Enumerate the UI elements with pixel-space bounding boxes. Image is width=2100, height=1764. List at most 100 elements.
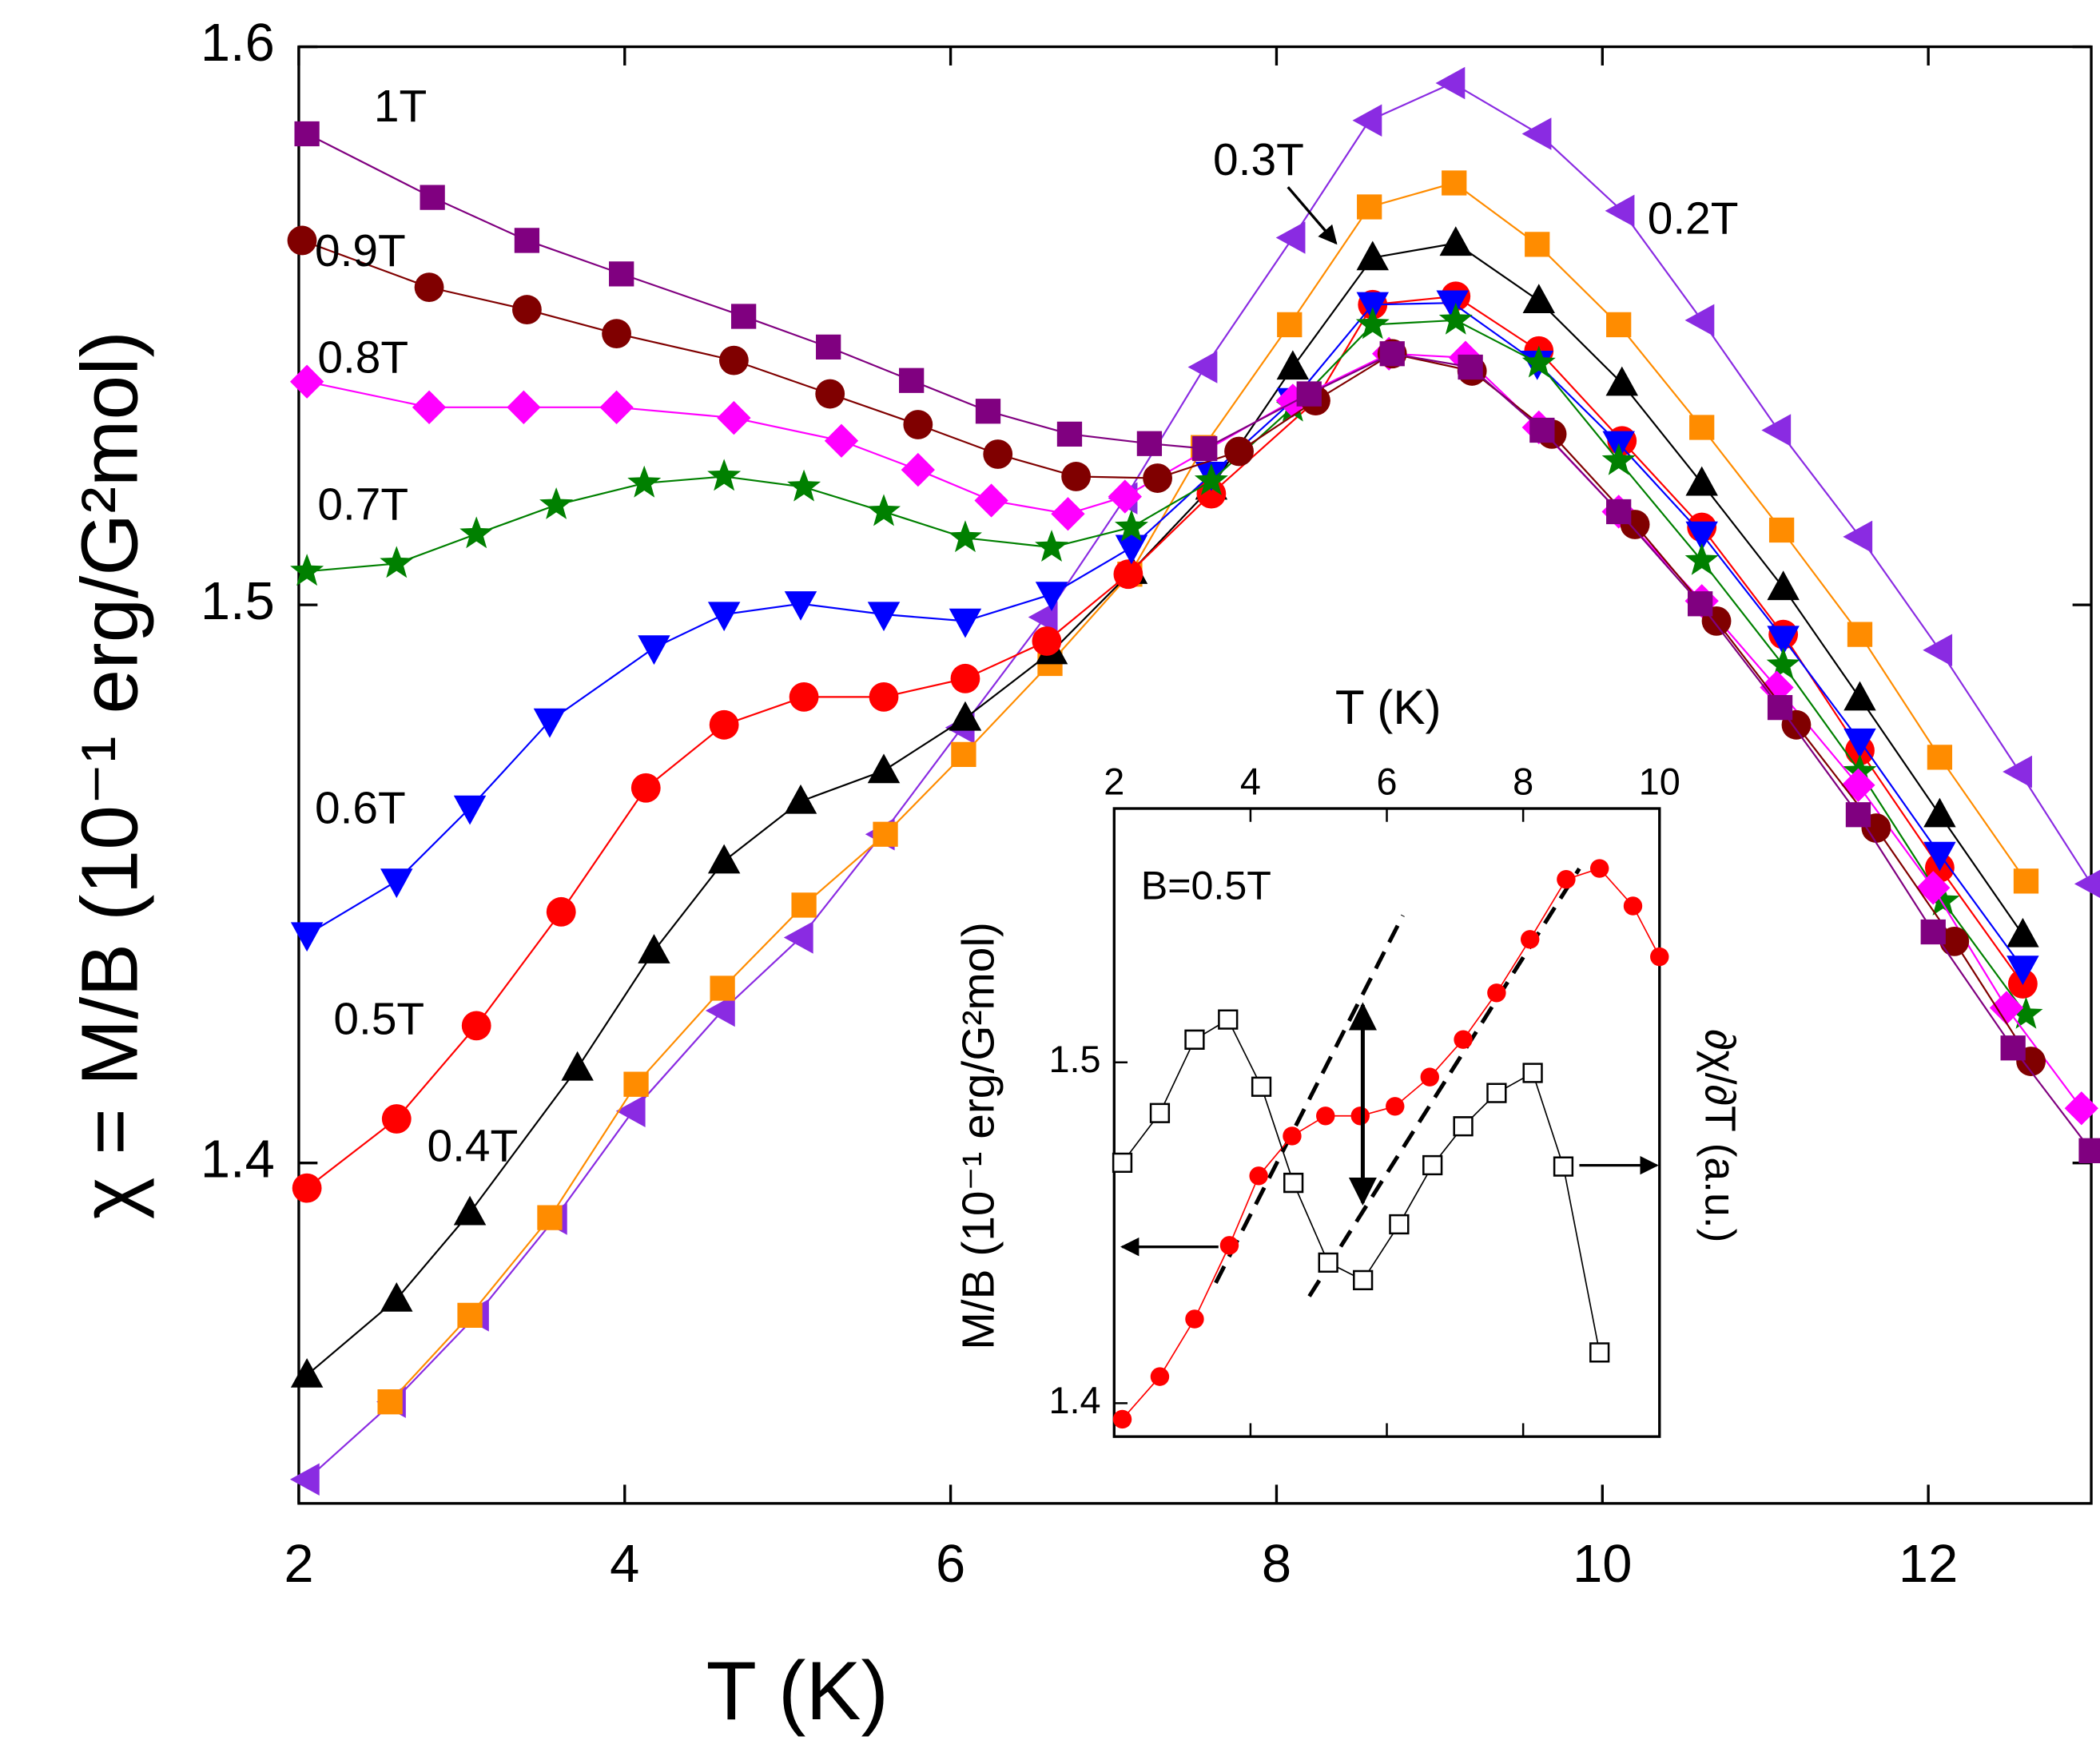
data-point xyxy=(1521,345,1556,378)
data-point xyxy=(1136,431,1163,456)
data-point xyxy=(507,390,541,424)
data-point xyxy=(420,185,445,210)
data-point xyxy=(1150,1367,1170,1386)
series-label: 1T xyxy=(374,81,427,132)
y-tick-label: 1.4 xyxy=(201,1129,275,1189)
data-point xyxy=(414,272,444,303)
data-point xyxy=(789,681,819,712)
data-point xyxy=(1768,517,1795,543)
data-point xyxy=(1589,859,1609,878)
data-point xyxy=(1356,292,1390,322)
data-point xyxy=(1219,1236,1239,1255)
data-point xyxy=(2007,956,2039,986)
data-point xyxy=(949,701,982,731)
data-point xyxy=(791,892,817,918)
data-point xyxy=(1185,1309,1204,1329)
data-point xyxy=(1283,1172,1304,1194)
data-point xyxy=(784,784,817,814)
data-point xyxy=(630,773,661,803)
data-point xyxy=(381,1104,412,1134)
data-point xyxy=(1522,284,1556,314)
data-point xyxy=(638,635,670,665)
inset-x-label: T (K) xyxy=(1335,680,1442,734)
data-point xyxy=(1061,462,1092,491)
data-point xyxy=(869,681,899,712)
data-point xyxy=(1112,1409,1132,1429)
data-point xyxy=(412,390,447,424)
data-point xyxy=(2064,1091,2098,1126)
data-point xyxy=(1843,728,1876,758)
data-point xyxy=(1296,381,1322,407)
data-point xyxy=(1521,117,1552,150)
data-point xyxy=(1650,947,1669,967)
data-point xyxy=(609,261,634,287)
data-point xyxy=(539,487,574,519)
data-point xyxy=(824,423,859,458)
data-point xyxy=(1522,1063,1543,1083)
data-point xyxy=(294,121,320,147)
data-point xyxy=(718,345,749,375)
data-point xyxy=(1767,695,1793,721)
data-point xyxy=(950,663,980,693)
data-point xyxy=(899,368,925,393)
data-point xyxy=(1939,926,1970,956)
data-point xyxy=(1149,1102,1171,1123)
data-point xyxy=(377,1389,403,1415)
inset-y-tick-label: 1.4 xyxy=(1048,1380,1100,1421)
inset-annotation: B=0.5T xyxy=(1141,864,1271,908)
data-point xyxy=(1277,312,1303,338)
data-point xyxy=(289,1463,320,1496)
data-point xyxy=(2007,917,2039,948)
data-point xyxy=(707,602,741,632)
data-point xyxy=(1767,570,1800,601)
data-point xyxy=(1689,415,1715,440)
data-point xyxy=(867,753,901,784)
data-point xyxy=(615,1095,646,1127)
data-point xyxy=(1114,509,1148,542)
inset-x-tick-label: 8 xyxy=(1513,761,1533,802)
data-point xyxy=(1989,991,2024,1025)
data-point xyxy=(1923,841,1956,872)
data-point xyxy=(623,1071,649,1097)
data-point xyxy=(1761,414,1792,447)
series-label: 0.5T xyxy=(333,995,424,1045)
data-point xyxy=(1283,1126,1302,1146)
data-point xyxy=(380,546,414,578)
data-point xyxy=(1435,66,1466,100)
inset-y2-label: ∂χ/∂T (a.u.) xyxy=(1696,1029,1744,1242)
data-point xyxy=(1557,870,1576,889)
data-point xyxy=(1605,366,1639,396)
data-point xyxy=(787,469,821,502)
data-point xyxy=(380,868,413,899)
data-point xyxy=(1684,304,1715,337)
data-point xyxy=(1438,302,1473,335)
data-point xyxy=(290,554,324,586)
data-point xyxy=(1187,351,1218,383)
data-point xyxy=(1847,622,1873,647)
data-point xyxy=(783,921,813,954)
data-point xyxy=(2000,1035,2026,1061)
data-point xyxy=(1352,104,1382,137)
data-point xyxy=(1525,232,1550,257)
data-point xyxy=(1422,1154,1443,1176)
y-axis-label: χ = M/B (10⁻¹ erg/G²mol) xyxy=(65,331,154,1219)
inset-x-tick-label: 10 xyxy=(1639,761,1680,802)
x-tick-label: 6 xyxy=(936,1534,965,1594)
series-line xyxy=(306,133,2092,1151)
data-point xyxy=(290,922,324,952)
data-point xyxy=(1487,983,1506,1003)
data-point xyxy=(1316,1106,1335,1126)
data-point xyxy=(1458,354,1483,380)
data-point xyxy=(512,295,542,324)
data-point xyxy=(453,795,487,825)
data-point xyxy=(1767,626,1800,656)
data-point xyxy=(1606,312,1632,338)
series-label: 0.2T xyxy=(1648,194,1739,244)
data-point xyxy=(867,602,901,632)
x-tick-label: 10 xyxy=(1573,1534,1632,1594)
data-point xyxy=(380,1281,413,1312)
data-point xyxy=(1357,194,1382,220)
guide-dash xyxy=(1214,914,1405,1284)
data-point xyxy=(638,934,670,963)
data-point xyxy=(1035,530,1069,562)
